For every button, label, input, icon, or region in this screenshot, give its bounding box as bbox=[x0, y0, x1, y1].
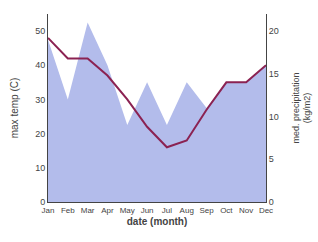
svg-text:Mar: Mar bbox=[81, 206, 95, 215]
svg-text:Apr: Apr bbox=[101, 206, 114, 215]
svg-text:Jan: Jan bbox=[42, 206, 55, 215]
svg-text:Jul: Jul bbox=[162, 206, 172, 215]
svg-text:May: May bbox=[120, 206, 135, 215]
svg-text:max temp (C): max temp (C) bbox=[9, 78, 20, 139]
svg-text:Oct: Oct bbox=[220, 206, 233, 215]
svg-text:10: 10 bbox=[269, 112, 279, 122]
svg-text:30: 30 bbox=[35, 95, 45, 105]
svg-text:Sep: Sep bbox=[199, 206, 214, 215]
svg-text:20: 20 bbox=[269, 26, 279, 36]
svg-text:40: 40 bbox=[35, 60, 45, 70]
svg-text:15: 15 bbox=[269, 69, 279, 79]
svg-text:date (month): date (month) bbox=[127, 216, 188, 227]
svg-text:Aug: Aug bbox=[180, 206, 194, 215]
svg-text:med. precipitation(kg/m2): med. precipitation(kg/m2) bbox=[291, 72, 313, 143]
svg-text:Feb: Feb bbox=[61, 206, 75, 215]
svg-text:Nov: Nov bbox=[239, 206, 253, 215]
svg-text:5: 5 bbox=[269, 154, 274, 164]
svg-text:Jun: Jun bbox=[141, 206, 154, 215]
svg-text:Dec: Dec bbox=[259, 206, 273, 215]
svg-text:50: 50 bbox=[35, 26, 45, 36]
svg-text:20: 20 bbox=[35, 129, 45, 139]
svg-text:0: 0 bbox=[40, 197, 45, 207]
svg-text:10: 10 bbox=[35, 163, 45, 173]
svg-text:0: 0 bbox=[269, 197, 274, 207]
